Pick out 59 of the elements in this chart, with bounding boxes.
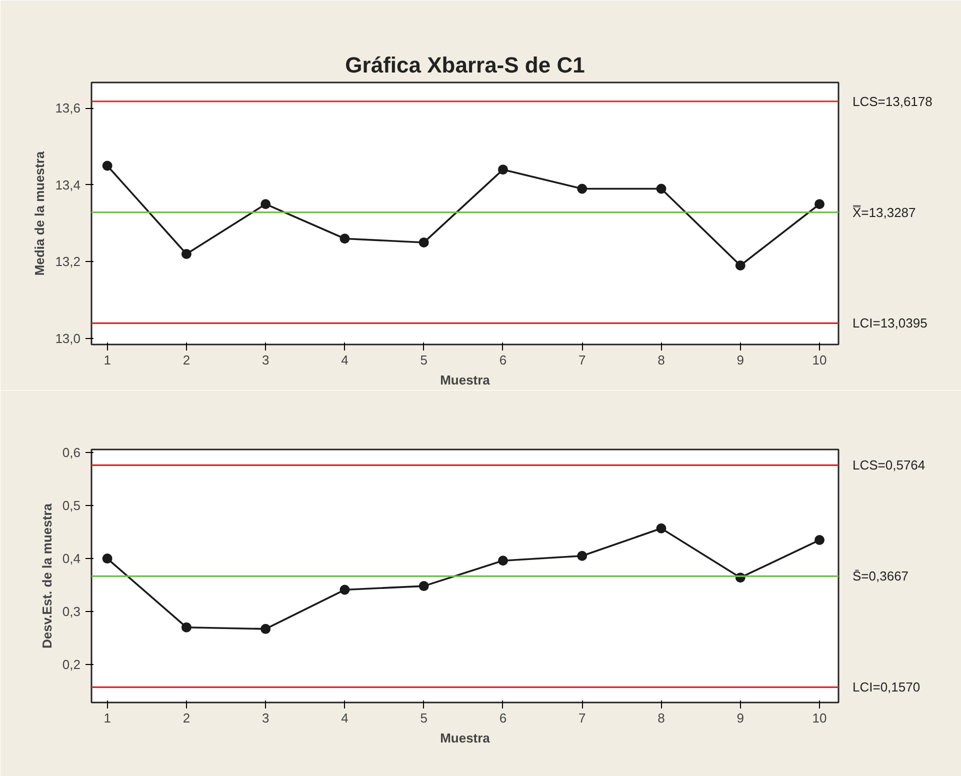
y-tick-label: 0,6 — [62, 445, 81, 460]
y-tick-label: 13,4 — [55, 177, 81, 192]
x-tick-label: 2 — [182, 710, 190, 726]
y-tick-label: 13,6 — [55, 100, 81, 116]
y-tick-label: 0,3 — [62, 604, 81, 619]
ref-line-label: X̿=13,3287 — [852, 204, 916, 220]
x-tick-label: 9 — [736, 352, 744, 368]
ref-line-label: LCI=13,0395 — [852, 316, 928, 331]
x-axis-title: Muestra — [440, 730, 491, 746]
ref-line-label: LCS=0,5764 — [852, 458, 926, 473]
point — [102, 160, 112, 171]
x-tick-label: 3 — [262, 352, 270, 368]
x-tick-label: 7 — [578, 710, 586, 726]
x-tick-label: 10 — [812, 352, 827, 368]
point — [418, 237, 429, 248]
y-tick-label: 0,4 — [62, 551, 81, 566]
x-tick-label: 2 — [182, 352, 190, 368]
point — [181, 622, 192, 632]
point — [735, 260, 746, 270]
y-tick-label: 0,5 — [62, 498, 81, 514]
chart-title: Gráfica Xbarra-S de C1 — [345, 52, 585, 78]
x-tick-label: 8 — [658, 710, 665, 726]
point — [814, 199, 825, 210]
x-tick-label: 4 — [341, 710, 348, 726]
y-axis-title: Media de la muestra — [32, 150, 48, 276]
x-tick-label: 1 — [104, 352, 111, 368]
point — [260, 624, 271, 634]
point — [181, 248, 192, 259]
point — [102, 554, 112, 564]
x-tick-label: 9 — [736, 710, 744, 726]
x-tick-label: 10 — [812, 710, 827, 726]
point — [577, 184, 588, 194]
point — [498, 556, 508, 566]
x-tick-label: 3 — [262, 710, 270, 726]
point — [340, 234, 350, 244]
point — [418, 581, 429, 592]
point — [814, 535, 825, 545]
x-tick-label: 1 — [104, 710, 111, 726]
x-tick-label: 7 — [578, 352, 586, 368]
point — [656, 523, 666, 534]
x-axis-title: Muestra — [440, 372, 491, 388]
point — [260, 199, 271, 210]
point — [498, 164, 508, 175]
x-tick-label: 5 — [420, 352, 428, 368]
y-tick-label: 0,2 — [62, 656, 81, 672]
point — [340, 584, 350, 595]
ref-line-label: LCI=0,1570 — [852, 680, 920, 695]
y-tick-label: 13,0 — [55, 330, 81, 346]
y-axis-title: Desv.Est. de la muestra — [39, 502, 54, 648]
point — [656, 184, 666, 194]
ref-line-label: LCS=13,6178 — [852, 94, 932, 109]
x-tick-label: 4 — [341, 352, 348, 368]
ref-line-label: S̄=0,3667 — [852, 568, 909, 584]
x-tick-label: 6 — [499, 352, 507, 368]
y-tick-label: 13,2 — [55, 254, 81, 270]
x-tick-label: 8 — [658, 352, 665, 368]
point — [577, 550, 588, 561]
x-tick-label: 6 — [499, 710, 507, 726]
x-tick-label: 5 — [420, 710, 428, 726]
